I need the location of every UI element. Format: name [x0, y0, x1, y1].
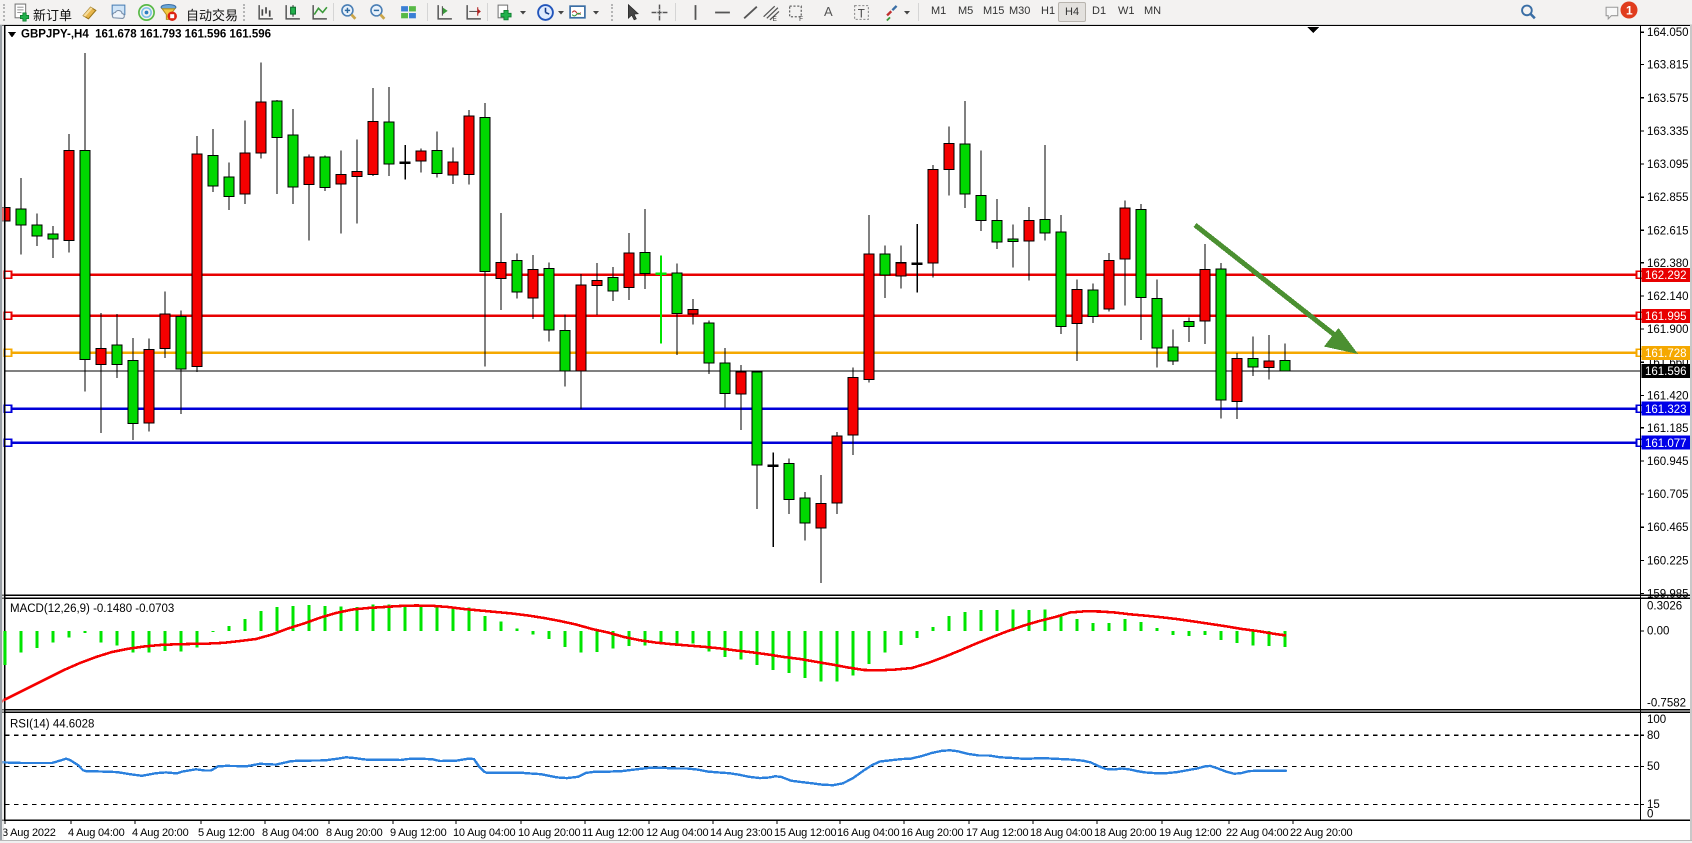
svg-text:162.292: 162.292: [1645, 270, 1687, 282]
svg-text:18 Aug 20:00: 18 Aug 20:00: [1094, 827, 1157, 839]
svg-text:RSI(14) 44.6028: RSI(14) 44.6028: [10, 719, 94, 731]
svg-text:T: T: [858, 7, 865, 20]
svg-text:0.3026: 0.3026: [1647, 601, 1682, 613]
svg-text:15: 15: [1647, 799, 1660, 811]
svg-text:80: 80: [1647, 730, 1660, 742]
svg-text:4 Aug 04:00: 4 Aug 04:00: [68, 827, 125, 839]
svg-text:161.185: 161.185: [1647, 423, 1689, 435]
svg-text:12 Aug 04:00: 12 Aug 04:00: [646, 827, 709, 839]
svg-text:162.855: 162.855: [1647, 192, 1689, 204]
svg-text:1: 1: [1626, 4, 1633, 18]
svg-text:8 Aug 20:00: 8 Aug 20:00: [326, 827, 383, 839]
svg-text:-0.7582: -0.7582: [1647, 698, 1686, 710]
svg-text:159.985: 159.985: [1647, 589, 1689, 601]
svg-text:161.995: 161.995: [1645, 311, 1687, 323]
svg-text:18 Aug 04:00: 18 Aug 04:00: [1030, 827, 1093, 839]
svg-text:14 Aug 23:00: 14 Aug 23:00: [710, 827, 773, 839]
svg-text:164.050: 164.050: [1647, 27, 1689, 39]
svg-text:GBPJPY-,H4 161.678 161.793 16: GBPJPY-,H4 161.678 161.793 161.596 161.5…: [21, 29, 271, 41]
svg-text:163.815: 163.815: [1647, 60, 1689, 72]
svg-text:22 Aug 20:00: 22 Aug 20:00: [1290, 827, 1353, 839]
svg-text:9 Aug 12:00: 9 Aug 12:00: [390, 827, 447, 839]
svg-text:100: 100: [1647, 714, 1666, 726]
svg-text:160.945: 160.945: [1647, 456, 1689, 468]
svg-text:19 Aug 12:00: 19 Aug 12:00: [1159, 827, 1222, 839]
svg-text:16 Aug 20:00: 16 Aug 20:00: [901, 827, 964, 839]
svg-text:162.140: 162.140: [1647, 291, 1689, 303]
svg-text:10 Aug 20:00: 10 Aug 20:00: [518, 827, 581, 839]
svg-text:0: 0: [1647, 809, 1653, 821]
svg-text:F: F: [799, 16, 803, 22]
svg-text:15 Aug 12:00: 15 Aug 12:00: [774, 827, 837, 839]
svg-text:16 Aug 04:00: 16 Aug 04:00: [837, 827, 900, 839]
svg-text:163.335: 163.335: [1647, 126, 1689, 138]
svg-text:160.225: 160.225: [1647, 555, 1689, 567]
svg-text:161.728: 161.728: [1645, 348, 1687, 360]
svg-text:163.095: 163.095: [1647, 159, 1689, 171]
svg-text:8 Aug 04:00: 8 Aug 04:00: [262, 827, 319, 839]
svg-text:162.380: 162.380: [1647, 258, 1689, 270]
svg-text:160.465: 160.465: [1647, 522, 1689, 534]
svg-text:22 Aug 04:00: 22 Aug 04:00: [1226, 827, 1289, 839]
svg-text:11 Aug 12:00: 11 Aug 12:00: [582, 827, 644, 839]
svg-text:50: 50: [1647, 761, 1660, 773]
svg-text:163.575: 163.575: [1647, 93, 1689, 105]
svg-text:161.077: 161.077: [1645, 438, 1687, 450]
svg-text:161.323: 161.323: [1645, 404, 1687, 416]
svg-text:162.615: 162.615: [1647, 225, 1689, 237]
svg-text:3 Aug 2022: 3 Aug 2022: [2, 827, 56, 839]
svg-text:161.900: 161.900: [1647, 324, 1689, 336]
svg-text:161.596: 161.596: [1645, 366, 1687, 378]
svg-text:10 Aug 04:00: 10 Aug 04:00: [453, 827, 516, 839]
svg-text:MACD(12,26,9) -0.1480 -0.0703: MACD(12,26,9) -0.1480 -0.0703: [10, 603, 174, 615]
svg-text:161.420: 161.420: [1647, 390, 1689, 402]
svg-text:4 Aug 20:00: 4 Aug 20:00: [132, 827, 189, 839]
svg-text:E: E: [773, 16, 777, 22]
svg-text:0.00: 0.00: [1647, 626, 1669, 638]
svg-text:5 Aug 12:00: 5 Aug 12:00: [198, 827, 255, 839]
svg-text:17 Aug 12:00: 17 Aug 12:00: [966, 827, 1029, 839]
svg-text:160.705: 160.705: [1647, 489, 1689, 501]
